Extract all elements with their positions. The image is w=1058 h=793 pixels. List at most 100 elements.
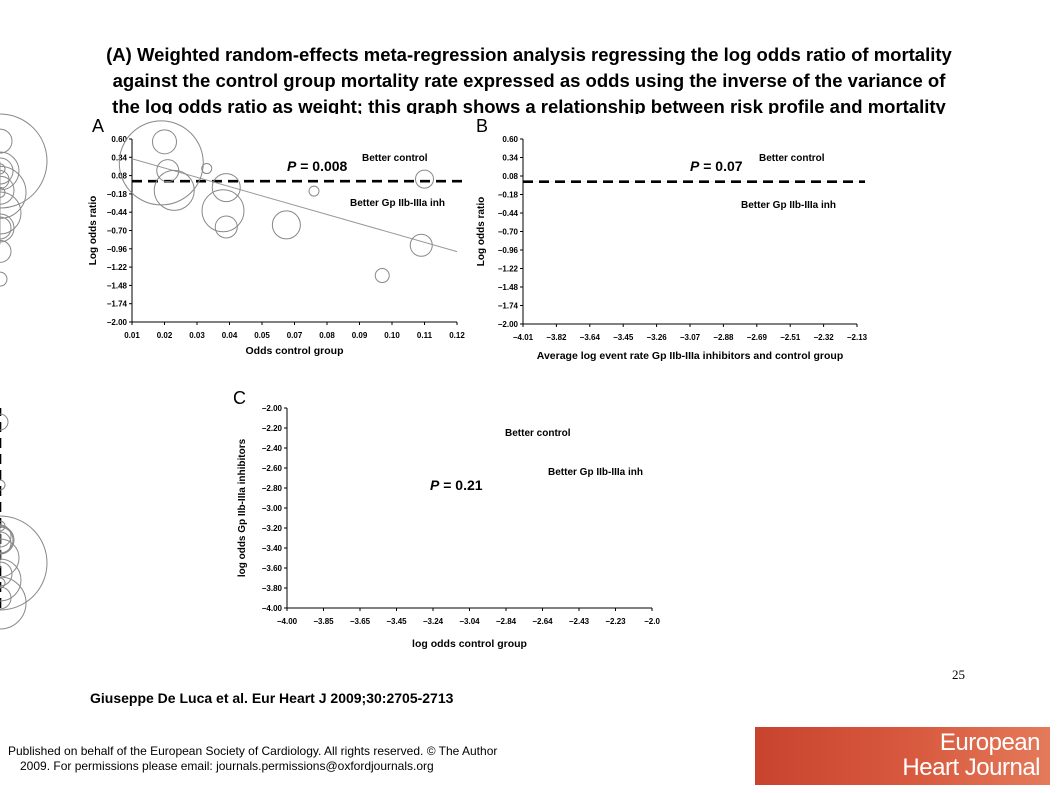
footer-line-2: 2009. For permissions please email: jour… bbox=[20, 759, 434, 773]
footer-line-1: Published on behalf of the European Soci… bbox=[8, 744, 498, 758]
y-tick-label: −2.00 bbox=[498, 320, 519, 329]
x-tick-label: 0.04 bbox=[222, 331, 238, 340]
study-circle bbox=[0, 151, 20, 191]
study-circle bbox=[0, 524, 12, 548]
study-circle bbox=[211, 173, 241, 203]
study-circle bbox=[0, 558, 22, 602]
study-circle bbox=[0, 216, 12, 240]
citation: Giuseppe De Luca et al. Eur Heart J 2009… bbox=[90, 690, 454, 706]
x-tick-label: 0.02 bbox=[157, 331, 173, 340]
study-circle bbox=[0, 479, 6, 491]
study-circle bbox=[0, 526, 14, 554]
x-axis-label: Odds control group bbox=[246, 345, 344, 357]
x-tick-label: −3.45 bbox=[613, 333, 634, 342]
study-circle bbox=[0, 175, 15, 205]
y-tick-label: −1.22 bbox=[107, 263, 128, 272]
y-tick-label: −2.00 bbox=[107, 318, 128, 327]
y-axis-label: log odds Gp IIb-IIIa inhibitors bbox=[237, 438, 248, 577]
study-circle bbox=[0, 531, 12, 555]
y-tick-label: −3.60 bbox=[262, 564, 283, 573]
study-circle bbox=[374, 268, 390, 284]
y-tick-label: −3.40 bbox=[262, 544, 283, 553]
y-tick-label: 0.60 bbox=[111, 135, 127, 144]
x-tick-label: 0.08 bbox=[319, 331, 335, 340]
x-tick-label: −4.01 bbox=[513, 333, 534, 342]
x-tick-label: −3.07 bbox=[680, 333, 701, 342]
x-tick-label: −2.88 bbox=[713, 333, 734, 342]
y-tick-label: −1.48 bbox=[107, 281, 128, 290]
study-circle bbox=[214, 215, 238, 239]
y-tick-label: −2.80 bbox=[262, 484, 283, 493]
title-line-2: against the control group mortality rate… bbox=[112, 70, 946, 91]
study-circle bbox=[0, 163, 6, 175]
y-tick-label: 0.60 bbox=[502, 135, 518, 144]
x-tick-label: 0.11 bbox=[417, 331, 433, 340]
x-tick-label: −2.84 bbox=[496, 617, 517, 626]
study-circle bbox=[308, 185, 320, 197]
study-circle bbox=[0, 515, 48, 611]
study-circle bbox=[0, 186, 6, 198]
x-tick-label: −2.51 bbox=[780, 333, 801, 342]
y-tick-label: −0.44 bbox=[107, 208, 128, 217]
figure-panels: A 0.60 0.34 0.08 −0.18 −0.44 −0.70 −0.96 −1.22 −1… bbox=[0, 113, 868, 650]
panel-letter-a: A bbox=[92, 116, 104, 136]
y-tick-label: −2.60 bbox=[262, 464, 283, 473]
y-tick-label: 0.08 bbox=[502, 172, 518, 181]
x-tick-label: −3.64 bbox=[580, 333, 601, 342]
study-circle bbox=[0, 165, 27, 219]
better-gp-label: Better Gp IIb-IIIa inh bbox=[548, 467, 643, 478]
x-tick-label: −2.23 bbox=[605, 617, 626, 626]
x-tick-label: −3.04 bbox=[459, 617, 480, 626]
y-tick-label: 0.08 bbox=[111, 172, 127, 181]
x-axis-label: Average log event rate Gp IIb-IIIa inhib… bbox=[537, 350, 843, 362]
x-tick-label: 0.07 bbox=[287, 331, 303, 340]
study-circle bbox=[201, 189, 245, 233]
x-tick-label: −3.45 bbox=[386, 617, 407, 626]
better-control-label: Better control bbox=[362, 153, 428, 164]
study-circle bbox=[0, 239, 12, 263]
title-line-3: the log odds ratio as weight; this graph… bbox=[112, 96, 946, 114]
x-tick-label: −2.69 bbox=[747, 333, 768, 342]
y-tick-label: −1.48 bbox=[498, 283, 519, 292]
better-control-label: Better control bbox=[505, 428, 571, 439]
study-circle bbox=[0, 525, 15, 555]
x-tick-label: −2.64 bbox=[532, 617, 553, 626]
title-line-1: (A) Weighted random-effects meta-regress… bbox=[106, 44, 952, 65]
copyright-footer: Published on behalf of the European Soci… bbox=[8, 744, 568, 774]
y-tick-label: −0.18 bbox=[498, 191, 519, 200]
study-circle bbox=[0, 191, 22, 235]
study-circle bbox=[153, 169, 195, 211]
y-axis-label: Log odds ratio bbox=[476, 197, 487, 266]
x-tick-label: −3.24 bbox=[423, 617, 444, 626]
x-tick-label: 0.01 bbox=[124, 331, 140, 340]
logo-line-2: Heart Journal bbox=[902, 754, 1040, 781]
y-tick-label: −0.44 bbox=[498, 209, 519, 218]
y-tick-label: −4.00 bbox=[262, 604, 283, 613]
study-circle bbox=[0, 586, 12, 610]
x-tick-label: −2.43 bbox=[569, 617, 590, 626]
y-tick-label: −0.70 bbox=[498, 228, 519, 237]
study-circle bbox=[0, 213, 15, 243]
x-tick-label: 0.09 bbox=[352, 331, 368, 340]
x-tick-label: −3.85 bbox=[313, 617, 334, 626]
study-circle bbox=[0, 576, 27, 630]
y-tick-label: −2.00 bbox=[262, 404, 283, 413]
x-tick-label: −3.26 bbox=[646, 333, 667, 342]
study-circle bbox=[0, 113, 48, 209]
p-value-label: P = 0.21 bbox=[430, 477, 483, 493]
study-circle bbox=[0, 577, 6, 589]
y-tick-label: −3.20 bbox=[262, 524, 283, 533]
y-tick-label: −0.70 bbox=[107, 227, 128, 236]
p-value-label: P = 0.07 bbox=[690, 158, 743, 174]
y-tick-label: −1.74 bbox=[107, 300, 128, 309]
y-tick-label: −2.20 bbox=[262, 424, 283, 433]
y-tick-label: −2.40 bbox=[262, 444, 283, 453]
y-axis-label: Log odds ratio bbox=[88, 196, 99, 265]
x-tick-label: 0.03 bbox=[189, 331, 205, 340]
panel-letter-c: C bbox=[233, 388, 246, 408]
study-circle bbox=[0, 413, 9, 431]
study-circle bbox=[0, 561, 13, 587]
study-circle bbox=[0, 170, 10, 190]
x-tick-label: −3.65 bbox=[350, 617, 371, 626]
y-tick-label: −0.96 bbox=[107, 245, 128, 254]
